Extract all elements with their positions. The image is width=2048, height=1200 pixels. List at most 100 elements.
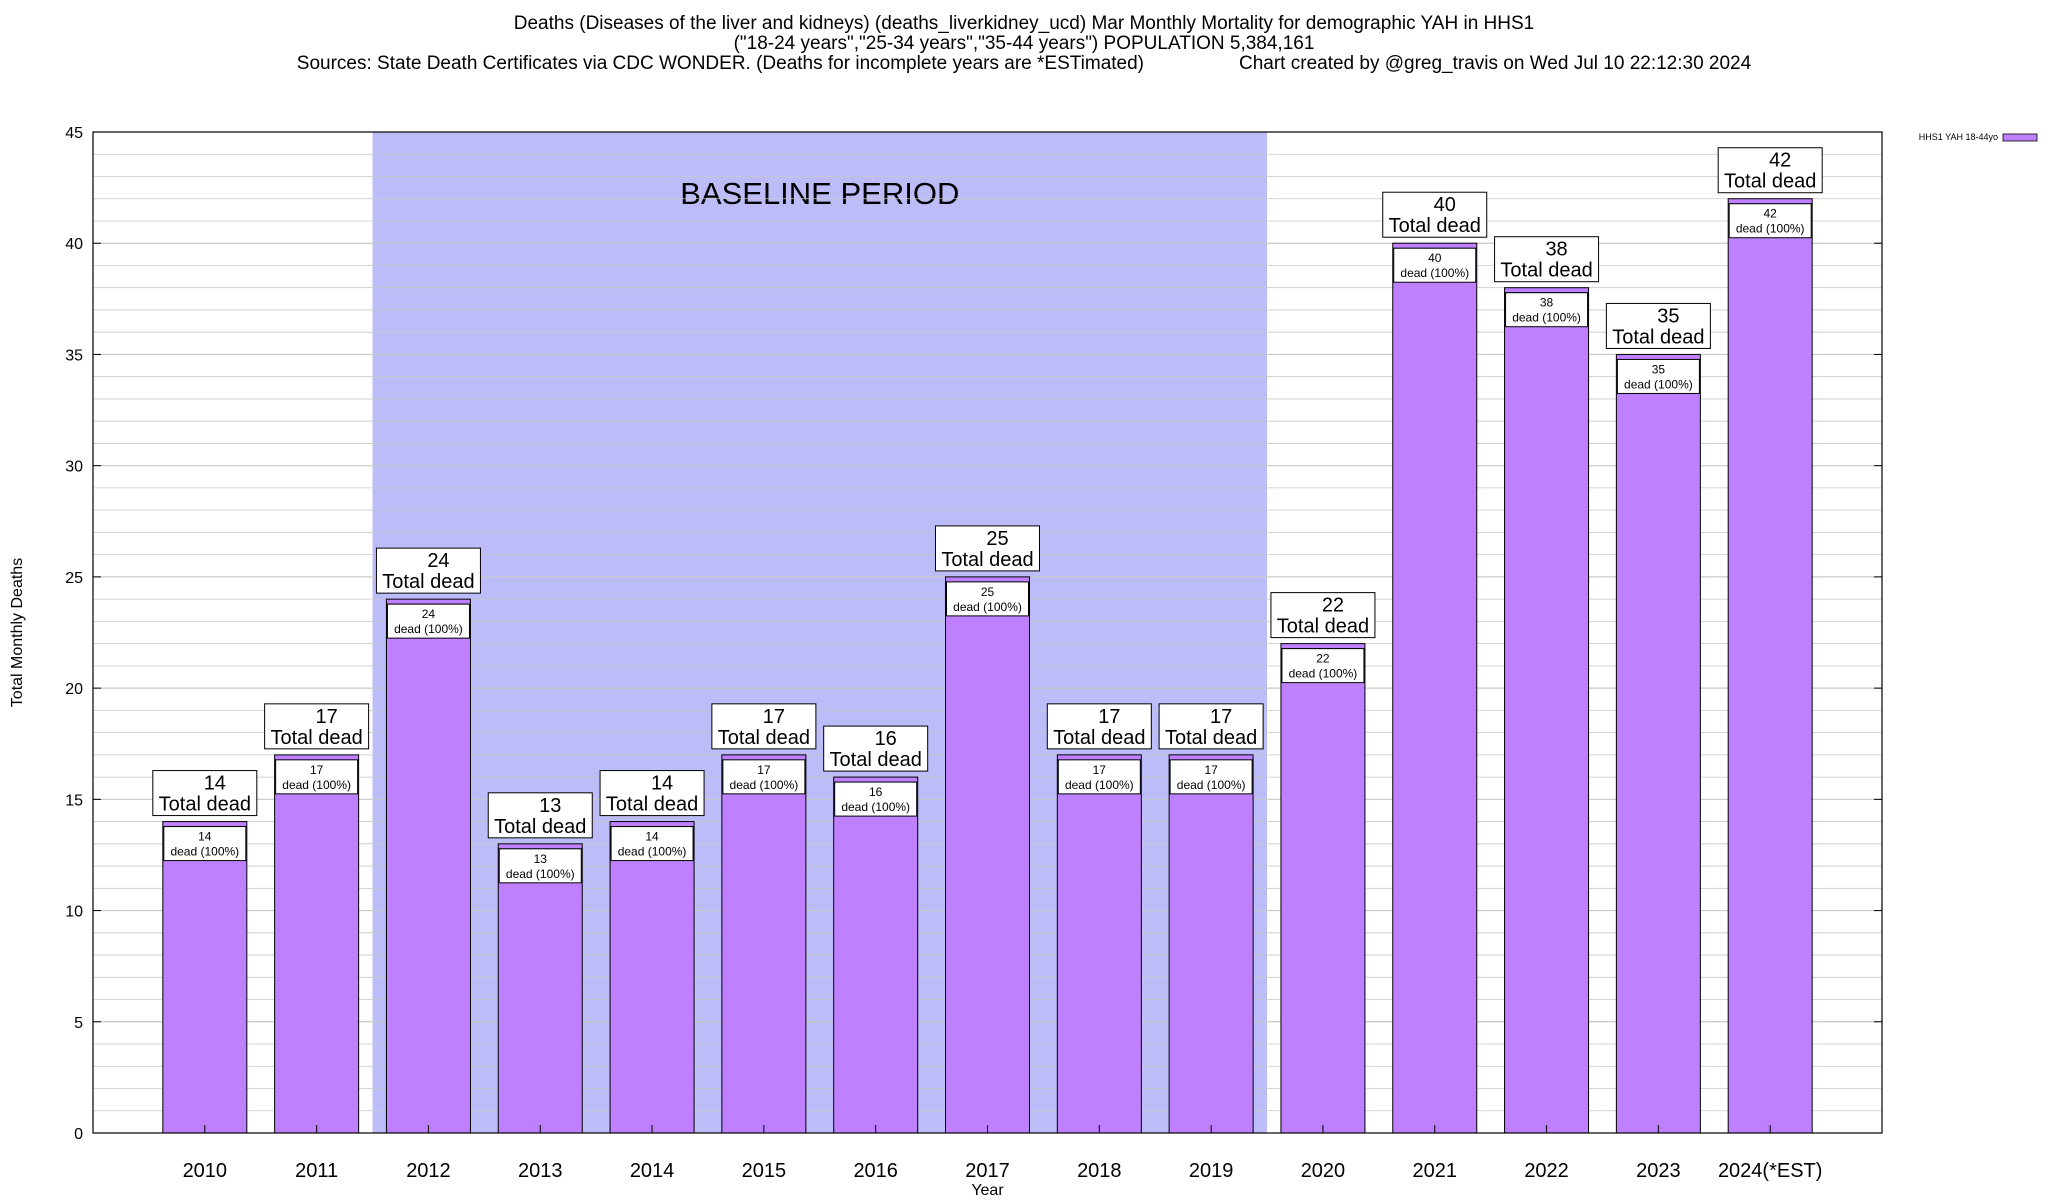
bar (1056, 754, 1142, 1134)
total-label-box (1382, 191, 1488, 238)
y-tick-label: 25 (65, 570, 83, 587)
plot-frame (92, 131, 1883, 1134)
total-label-text: Total dead (1277, 616, 1369, 638)
total-label-value: 17 (1210, 706, 1232, 728)
total-label-text: Total dead (606, 794, 698, 816)
inner-label-text: dead (100%) (730, 778, 799, 792)
total-label-value: 35 (1657, 305, 1679, 327)
total-label-box (487, 792, 593, 839)
total-label-text: Total dead (159, 794, 251, 816)
chart-subtitle: ("18-24 years","25-34 years","35-44 year… (733, 33, 1315, 54)
total-label-value: 24 (427, 550, 449, 572)
inner-label-value: 25 (981, 585, 995, 599)
total-label-text: Total dead (1500, 260, 1592, 282)
bar (945, 576, 1030, 1134)
axis-layer: 0 5 10 15 20 25 30 35 40 45 2010 2011 2012 2013 2014 20… (9, 125, 2038, 1199)
total-label-value: 14 (204, 773, 226, 795)
x-axis-title: Year (971, 1182, 1004, 1199)
inner-label-box (498, 848, 582, 884)
legend-label: HHS1 YAH 18-44yo (1919, 132, 1998, 142)
total-label-box (1717, 147, 1823, 194)
inner-label-value: 17 (1093, 763, 1107, 777)
total-label-box (935, 525, 1040, 572)
total-label-box (1046, 703, 1152, 750)
total-label-text: Total dead (1053, 727, 1145, 749)
y-axis-title: Total Monthly Deaths (9, 558, 26, 707)
bar (721, 754, 807, 1134)
inner-label-box (1505, 292, 1589, 328)
inner-label-text: dead (100%) (953, 600, 1022, 614)
inner-label-text: dead (100%) (394, 622, 463, 636)
total-label-box (1270, 592, 1376, 639)
inner-label-value: 17 (310, 763, 324, 777)
inner-label-text: dead (100%) (1065, 778, 1134, 792)
inner-label-box (946, 581, 1029, 617)
total-label-text: Total dead (1165, 727, 1257, 749)
total-label-value: 16 (875, 728, 897, 750)
inner-label-box (1281, 648, 1365, 684)
total-label-value: 13 (539, 795, 561, 817)
inner-label-value: 42 (1764, 207, 1778, 221)
inner-label-value: 24 (422, 607, 436, 621)
x-tick-label: 2010 (183, 1160, 228, 1182)
inner-label-text: dead (100%) (506, 867, 575, 881)
chart-source-line: Sources: State Death Certificates via CD… (0, 54, 2048, 74)
legend-swatch (2002, 133, 2038, 142)
inner-label-box (1728, 203, 1812, 239)
total-label-value: 14 (651, 773, 673, 795)
inner-label-text: dead (100%) (1512, 311, 1581, 325)
total-label-value: 17 (316, 706, 338, 728)
bar (1168, 754, 1254, 1134)
total-label-text: Total dead (941, 549, 1033, 571)
total-label-box (375, 547, 481, 594)
x-tick-label: 2011 (295, 1160, 338, 1182)
inner-label-box (722, 759, 806, 795)
inner-label-text: dead (100%) (1736, 222, 1805, 236)
inner-label-box (163, 826, 247, 862)
inner-label-box (610, 826, 694, 862)
inner-label-text: dead (100%) (1289, 667, 1358, 681)
y-tick-label: 5 (74, 1015, 83, 1032)
x-tick-label: 2016 (853, 1160, 898, 1182)
legend: HHS1 YAH 18-44yo (1919, 132, 2038, 142)
total-label-box (599, 770, 705, 817)
inner-label-text: dead (100%) (841, 800, 910, 814)
total-label-text: Total dead (1612, 326, 1704, 348)
bar (1615, 353, 1701, 1134)
x-tick-label: 2024(*EST) (1718, 1160, 1823, 1182)
bar (1504, 287, 1590, 1134)
inner-label-value: 17 (757, 763, 771, 777)
inner-label-value: 22 (1316, 652, 1330, 666)
inner-label-text: dead (100%) (170, 845, 239, 859)
inner-label-text: dead (100%) (1177, 778, 1246, 792)
inner-label-text: dead (100%) (1624, 377, 1693, 391)
total-label-text: Total dead (494, 816, 586, 838)
total-label-value: 17 (1098, 706, 1120, 728)
total-label-box (1605, 302, 1711, 349)
inner-label-text: dead (100%) (618, 845, 687, 859)
total-label-box (1494, 236, 1600, 283)
total-label-value: 42 (1769, 150, 1791, 172)
bar (274, 754, 360, 1134)
y-tick-label: 15 (65, 792, 83, 809)
inner-label-box (275, 759, 359, 795)
inner-label-value: 40 (1428, 251, 1442, 265)
